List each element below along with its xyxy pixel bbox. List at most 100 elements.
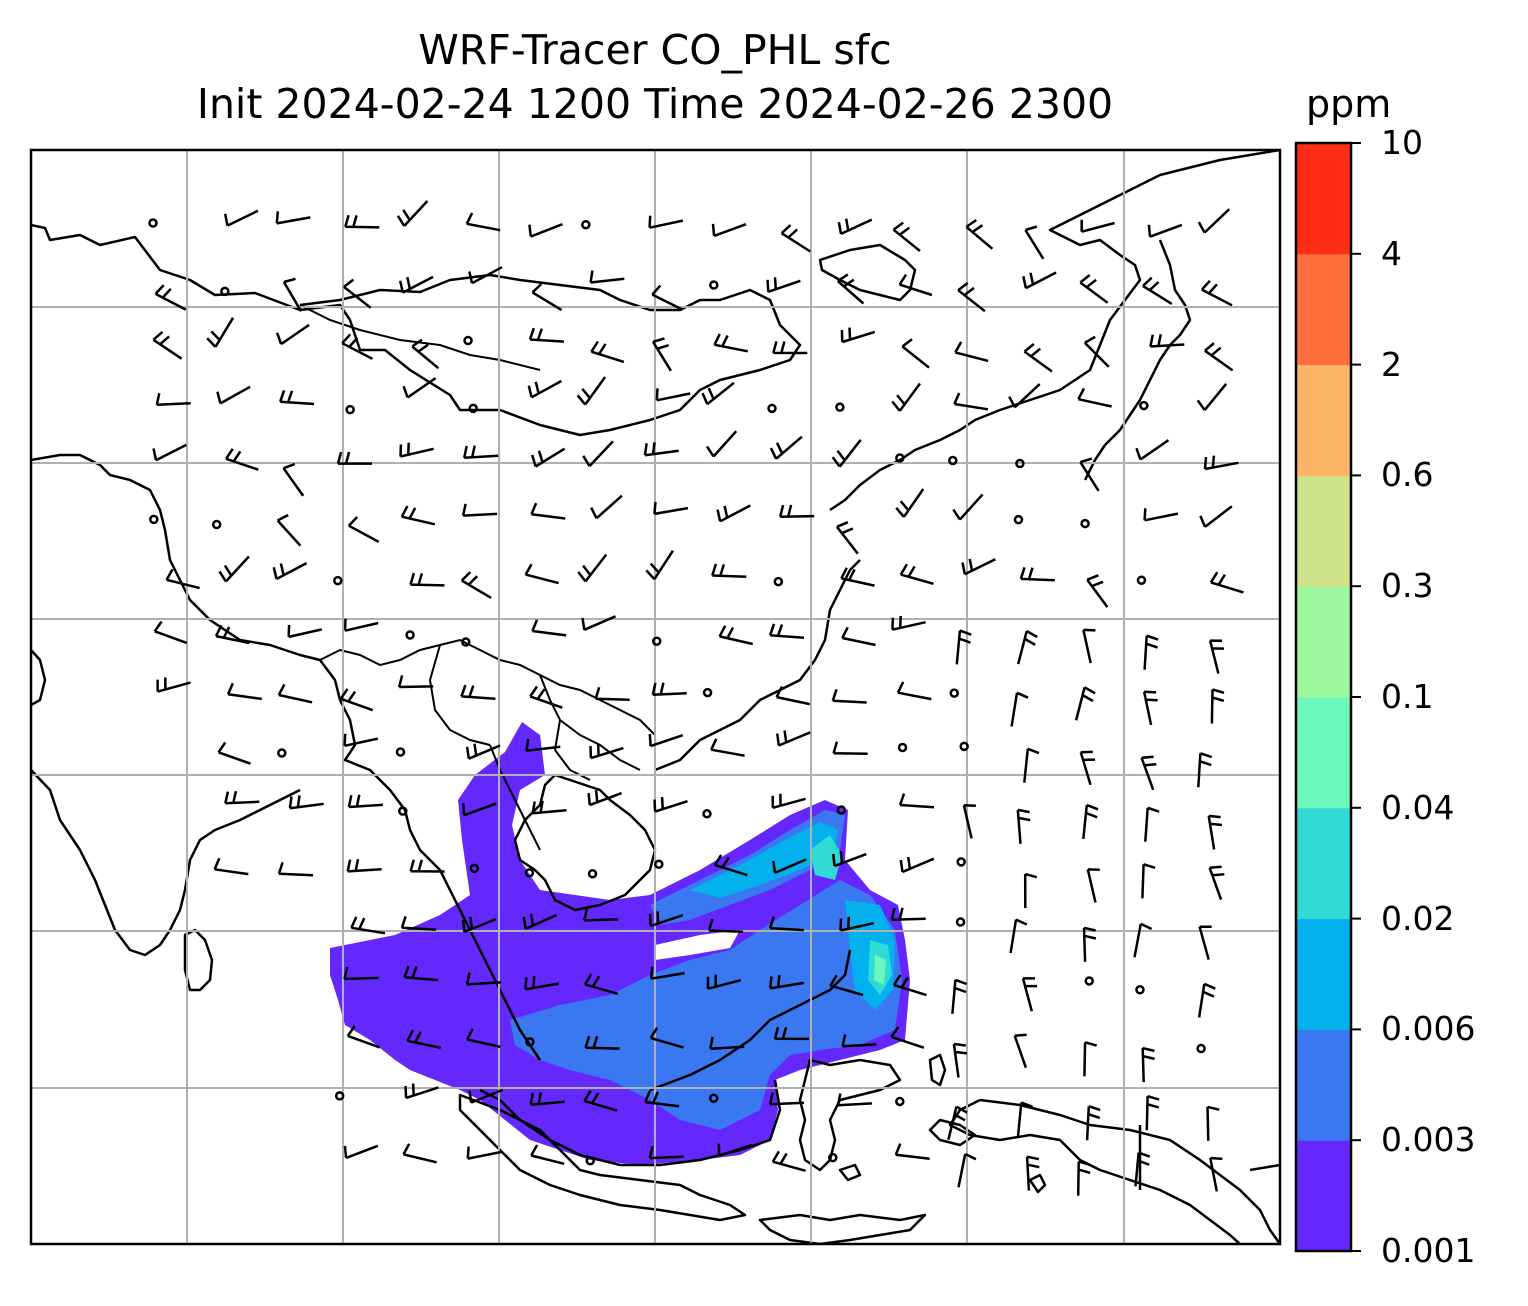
calm-wind-marker — [398, 806, 408, 816]
wind-barb — [153, 620, 188, 645]
map-frame — [29, 148, 1282, 1246]
calm-wind-marker — [220, 286, 230, 297]
wind-barb — [1019, 567, 1055, 582]
wind-barb — [346, 858, 382, 873]
wind-barb — [225, 448, 259, 471]
wind-barb — [1082, 628, 1096, 664]
wind-barb — [590, 494, 623, 520]
calm-wind-marker — [1139, 400, 1149, 411]
calm-wind-marker — [1136, 575, 1147, 585]
wind-barb — [1142, 276, 1173, 305]
wind-barb — [1141, 863, 1156, 899]
wind-barb — [344, 214, 380, 229]
colorbar-segment — [1296, 807, 1351, 920]
wind-barb — [346, 1025, 381, 1049]
wind-barb — [961, 558, 996, 576]
wind-barb — [768, 623, 805, 640]
wind-barb — [892, 221, 921, 252]
wind-barb — [409, 859, 445, 873]
wind-barb — [530, 1144, 565, 1166]
wind-barb — [840, 567, 875, 587]
wind-barbs — [148, 200, 1244, 1196]
wind-barb — [1145, 1095, 1160, 1131]
wind-barb — [165, 568, 200, 590]
wind-barb — [343, 618, 379, 632]
wind-barb — [1142, 690, 1158, 726]
wind-barb — [279, 389, 315, 406]
wind-barb — [1197, 208, 1231, 234]
calm-wind-marker — [651, 636, 662, 646]
calm-wind-marker — [702, 687, 713, 698]
calm-wind-marker — [461, 637, 471, 647]
tracer-gap — [655, 930, 740, 960]
wind-barb — [965, 218, 994, 250]
wind-barb — [890, 1026, 925, 1049]
wind-barb — [287, 624, 323, 639]
wind-barb — [1079, 750, 1096, 786]
calm-wind-marker — [587, 869, 598, 879]
wind-barb — [1204, 342, 1234, 372]
wind-barb — [277, 862, 314, 877]
calm-wind-marker — [835, 402, 845, 412]
wind-barb — [402, 1143, 437, 1164]
wind-barb — [216, 385, 251, 405]
wind-barb — [576, 376, 607, 406]
wind-barb — [531, 283, 563, 312]
wind-barb — [411, 338, 440, 370]
wind-barb — [769, 435, 803, 460]
wind-barb — [589, 743, 624, 760]
wind-barb — [529, 685, 563, 709]
calm-wind-marker — [955, 917, 966, 927]
wind-barb — [1086, 574, 1109, 608]
wind-barb — [276, 513, 302, 547]
colorbar-frame — [1294, 141, 1353, 1253]
wind-barb — [649, 966, 685, 980]
wind-barb — [1079, 457, 1100, 492]
wind-barb — [343, 278, 372, 309]
wind-barb — [1079, 274, 1109, 304]
calm-wind-marker — [897, 742, 908, 753]
wind-barb — [894, 1143, 930, 1161]
wind-barb — [156, 677, 191, 693]
wind-barb — [341, 333, 373, 360]
wind-barb — [653, 501, 689, 516]
wind-barb — [766, 277, 801, 293]
wind-barb — [775, 730, 811, 747]
wind-barb — [957, 1152, 977, 1188]
wind-barb — [835, 521, 859, 555]
wind-barb — [1134, 1151, 1151, 1187]
tracer-area-low — [510, 880, 902, 1130]
wind-barb — [1144, 806, 1160, 842]
colorbar-tick-label: 0.04 — [1381, 787, 1455, 827]
wind-barb — [832, 851, 867, 868]
wind-barb — [226, 682, 262, 701]
wind-barb — [1083, 1041, 1098, 1077]
wind-barb — [460, 684, 496, 701]
wind-barb — [706, 974, 742, 990]
wind-barb — [528, 327, 564, 343]
tracer-area-peak — [874, 955, 886, 985]
calm-wind-marker — [1196, 1043, 1206, 1054]
wind-barb — [768, 916, 804, 932]
wind-barb — [832, 741, 868, 756]
wind-barb — [1208, 865, 1225, 901]
wind-barb — [398, 275, 434, 294]
wind-barb — [461, 802, 497, 817]
wind-barb — [466, 1028, 501, 1049]
wind-barb — [1082, 926, 1097, 962]
wind-barb — [954, 341, 989, 363]
wind-barb — [701, 381, 735, 406]
colorbar-tick-label: 0.1 — [1381, 677, 1434, 716]
wind-barb — [396, 200, 429, 227]
wind-barb — [775, 685, 811, 706]
wind-barb — [155, 392, 191, 407]
wind-barb — [584, 973, 619, 996]
wind-barb — [400, 916, 436, 931]
wind-barb — [953, 392, 989, 411]
wind-barb — [648, 215, 684, 229]
wind-barb — [522, 913, 558, 930]
colorbar-segment — [1296, 697, 1351, 809]
wind-barb — [468, 1088, 504, 1104]
wind-barb — [707, 918, 744, 934]
colorbar-tick-label: 0.02 — [1381, 898, 1455, 938]
